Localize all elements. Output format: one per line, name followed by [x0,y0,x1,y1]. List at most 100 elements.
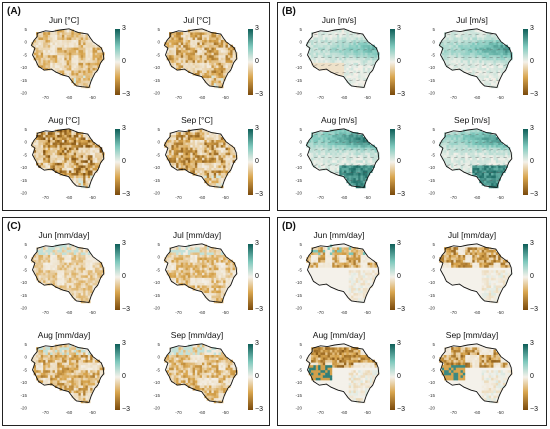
subplot-title: Jun [°C] [48,15,80,25]
heatmap-cell [341,39,345,43]
heatmap-cell [472,147,475,151]
heatmap-cell [178,52,182,56]
heatmap-cell [341,154,345,158]
heatmap-cell [460,144,464,148]
heatmap-cell [209,39,212,43]
heatmap-cell [38,65,42,68]
heatmap-cell [192,277,196,281]
heatmap-cell [362,65,366,68]
heatmap-cell [209,157,212,161]
heatmap-cell [185,42,189,46]
y-tick-label: -10 [153,165,160,170]
heatmap-cell [474,37,478,40]
heatmap-cell [83,280,86,283]
heatmap-cell [498,160,501,163]
region-outline [305,28,380,88]
heatmap-cell [348,142,352,146]
heatmap-cell [61,134,65,138]
heatmap-cell [61,172,65,176]
heatmap-cell [61,152,65,156]
heatmap-cell [80,287,84,291]
heatmap-cell [367,70,371,73]
heatmap-cell [73,165,77,168]
heatmap-cell [213,144,217,148]
heatmap-cell [40,139,44,143]
heatmap-cell [57,259,60,263]
heatmap-cell [365,67,368,71]
heatmap-cell [78,67,82,71]
heatmap-cell [444,52,447,56]
heatmap-cell [348,42,352,46]
heatmap-cell [360,147,364,151]
heatmap-cell [211,70,215,73]
wind-arrow [475,64,479,66]
heatmap-cell [444,57,447,61]
subplot-title: Aug [°C] [48,115,80,125]
heatmap-cell [220,42,224,46]
heatmap-cell [178,65,182,68]
heatmap-cell [495,52,499,56]
heatmap-cell [339,167,342,171]
heatmap-cell [78,147,82,151]
heatmap-cell [36,60,39,63]
heatmap-cell [90,277,93,281]
heatmap-cell [202,57,205,61]
heatmap-cell [315,149,319,153]
heatmap-cell [50,65,53,68]
heatmap-cell [40,160,44,163]
heatmap-cell [493,44,497,48]
heatmap-cell [329,52,333,56]
heatmap-cell [47,134,51,138]
wind-arrow [503,56,507,58]
heatmap-cell [69,142,72,146]
heatmap-cell [87,65,91,68]
heatmap-cell [220,72,224,76]
heatmap-cell [209,139,212,143]
heatmap-cell [71,60,74,63]
heatmap-cell [204,280,207,283]
heatmap-cell [322,147,326,151]
heatmap-cell [362,177,366,181]
heatmap-cell [54,247,58,250]
heatmap-cell [71,167,74,171]
heatmap-cell [225,60,229,63]
heatmap-cell [50,259,53,263]
heatmap-cell [59,37,63,40]
heatmap-cell [61,67,65,71]
heatmap-cell [346,77,349,81]
heatmap-cell [190,129,193,133]
heatmap-cell [87,175,91,179]
heatmap-cell [346,139,349,143]
heatmap-cell [351,170,354,173]
heatmap-cell [80,139,84,143]
heatmap-cell [59,32,63,35]
heatmap-cell [460,147,464,151]
y-tick-label: -10 [295,165,302,170]
heatmap-cell [73,275,77,278]
heatmap-cell [344,65,347,68]
heatmap-cell [69,287,72,291]
heatmap-cell [204,129,207,133]
heatmap-cell [76,272,79,276]
heatmap-cell [80,267,84,271]
heatmap-cell [344,44,347,48]
heatmap-cell [180,162,184,166]
heatmap-cell [491,42,494,46]
heatmap-cell [180,132,184,135]
heatmap-cell [320,32,324,35]
heatmap-cell [336,39,340,43]
heatmap-cell [318,60,321,63]
heatmap-cell [190,57,193,61]
heatmap-cell [194,264,198,268]
heatmap-cell [209,77,212,81]
heatmap-cell [69,162,72,166]
heatmap-cell [211,152,215,156]
heatmap-cell [80,162,84,166]
heatmap-cell [308,39,312,43]
heatmap-cell [83,257,86,261]
heatmap-cell [209,269,212,273]
heatmap-cell [45,147,49,151]
wind-arrow [349,64,353,66]
heatmap-cell [322,37,326,40]
heatmap-cell [61,167,65,171]
